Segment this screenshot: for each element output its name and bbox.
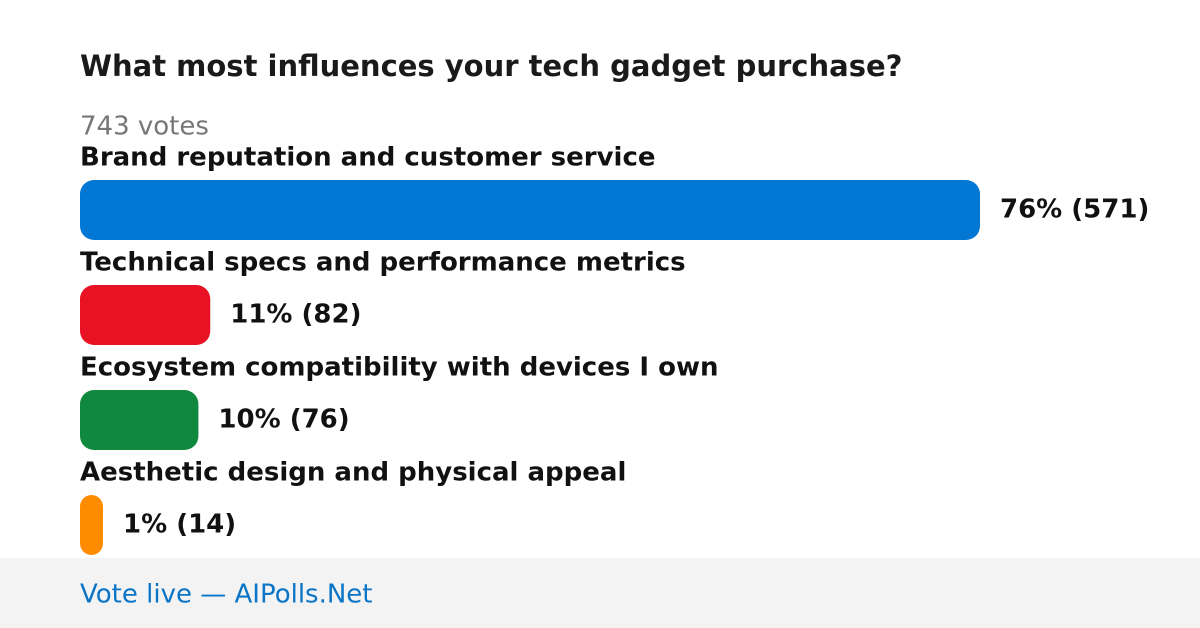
footer-band xyxy=(0,558,1200,628)
bar xyxy=(80,390,199,450)
value-label: 1% (14) xyxy=(123,510,236,540)
option-label: Brand reputation and customer service xyxy=(80,143,656,173)
option-label: Aesthetic design and physical appeal xyxy=(80,458,626,488)
poll-title: What most influences your tech gadget pu… xyxy=(80,49,902,83)
value-label: 76% (571) xyxy=(1000,195,1149,225)
bar xyxy=(80,180,980,240)
option-label: Technical specs and performance metrics xyxy=(80,248,686,278)
bar xyxy=(80,495,103,555)
bar xyxy=(80,285,211,345)
value-label: 10% (76) xyxy=(218,405,349,435)
value-label: 11% (82) xyxy=(230,300,361,330)
footer-link[interactable]: Vote live — AIPolls.Net xyxy=(80,580,373,610)
vote-count: 743 votes xyxy=(80,112,209,142)
option-label: Ecosystem compatibility with devices I o… xyxy=(80,353,719,383)
